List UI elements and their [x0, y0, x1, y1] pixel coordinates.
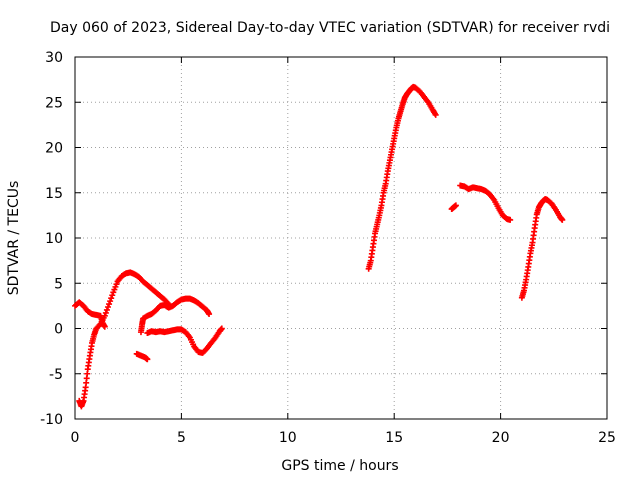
data-point	[103, 306, 110, 313]
y-axis-label: SDTVAR / TECUs	[6, 181, 22, 296]
series-arc-2	[76, 269, 172, 410]
x-tick-label: 5	[177, 430, 186, 446]
y-tick-label: 30	[45, 50, 63, 66]
y-tick-label: 25	[45, 95, 63, 111]
x-tick-label: 10	[279, 430, 297, 446]
y-tick-label: -10	[40, 412, 63, 428]
data-point	[107, 298, 114, 305]
series-arc-5	[144, 325, 225, 356]
y-tick-label: 0	[54, 322, 63, 338]
x-tick-label: 20	[492, 430, 510, 446]
data-point	[109, 292, 116, 299]
data-point	[218, 325, 225, 332]
y-tick-label: 15	[45, 186, 63, 202]
y-tick-label: 10	[45, 231, 63, 247]
data-point	[101, 312, 108, 319]
x-tick-label: 15	[385, 430, 403, 446]
data-point	[101, 323, 108, 330]
series-arc-1	[72, 299, 108, 330]
y-tick-label: 5	[54, 276, 63, 292]
series-arc-3	[133, 350, 151, 363]
y-tick-label: 20	[45, 141, 63, 157]
data-point	[144, 356, 151, 363]
data-point	[106, 301, 113, 308]
y-tick-label: -5	[49, 367, 63, 383]
data-point	[432, 111, 439, 118]
data-point	[559, 216, 566, 223]
ticks: 0 5 10 15 20 25 -10 -5 0 5 10 15 20 25 30	[40, 50, 616, 446]
data-point	[96, 322, 103, 329]
data-point	[104, 304, 111, 311]
x-tick-label: 25	[598, 430, 616, 446]
x-axis-label: GPS time / hours	[281, 458, 398, 474]
series-arc-4	[137, 295, 213, 336]
x-tick-label: 0	[71, 430, 80, 446]
data-points	[72, 83, 566, 410]
data-point	[102, 309, 109, 316]
series-arc-8	[457, 182, 514, 223]
series-arc-7	[448, 202, 459, 213]
data-point	[206, 311, 213, 318]
chart-title: Day 060 of 2023, Sidereal Day-to-day VTE…	[50, 20, 610, 36]
data-point	[108, 295, 115, 302]
grid	[75, 57, 607, 419]
data-point	[452, 202, 459, 209]
series-arc-6	[365, 83, 439, 272]
data-point	[507, 216, 514, 223]
series-arc-9	[518, 196, 566, 301]
